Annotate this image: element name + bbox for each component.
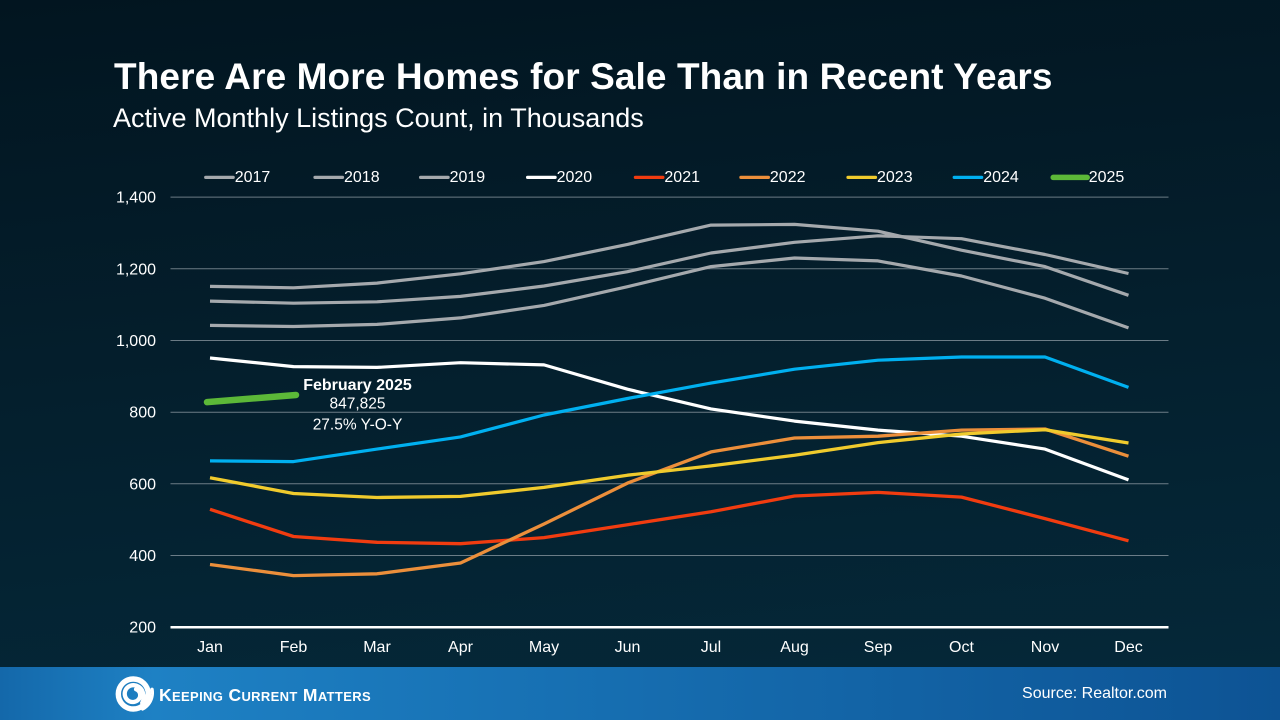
svg-text:February 2025: February 2025 [303, 377, 412, 394]
svg-text:May: May [529, 639, 559, 656]
svg-text:400: 400 [129, 548, 156, 565]
svg-text:800: 800 [129, 405, 156, 422]
svg-text:1,200: 1,200 [116, 261, 156, 278]
svg-text:Mar: Mar [363, 639, 391, 656]
svg-text:27.5% Y-O-Y: 27.5% Y-O-Y [313, 417, 403, 434]
svg-text:Jul: Jul [701, 639, 721, 656]
svg-text:1,000: 1,000 [116, 333, 156, 350]
svg-text:2018: 2018 [344, 169, 380, 186]
svg-text:Aug: Aug [780, 639, 808, 656]
svg-text:2021: 2021 [664, 169, 700, 186]
svg-text:2020: 2020 [557, 169, 593, 186]
svg-text:Jun: Jun [615, 639, 641, 656]
svg-text:847,825: 847,825 [329, 396, 385, 413]
svg-text:2023: 2023 [877, 169, 913, 186]
svg-text:Dec: Dec [1114, 639, 1142, 656]
svg-text:2017: 2017 [235, 169, 271, 186]
svg-text:Apr: Apr [448, 639, 474, 656]
svg-text:2024: 2024 [983, 169, 1019, 186]
svg-text:Sep: Sep [864, 639, 893, 656]
svg-text:600: 600 [129, 476, 156, 493]
svg-text:Feb: Feb [280, 639, 308, 656]
svg-text:2022: 2022 [770, 169, 806, 186]
svg-text:Oct: Oct [949, 639, 974, 656]
svg-text:200: 200 [129, 620, 156, 637]
svg-text:2025: 2025 [1089, 169, 1125, 186]
svg-text:2019: 2019 [450, 169, 486, 186]
svg-text:Jan: Jan [197, 639, 223, 656]
svg-text:1,400: 1,400 [116, 190, 156, 207]
svg-text:Nov: Nov [1031, 639, 1059, 656]
